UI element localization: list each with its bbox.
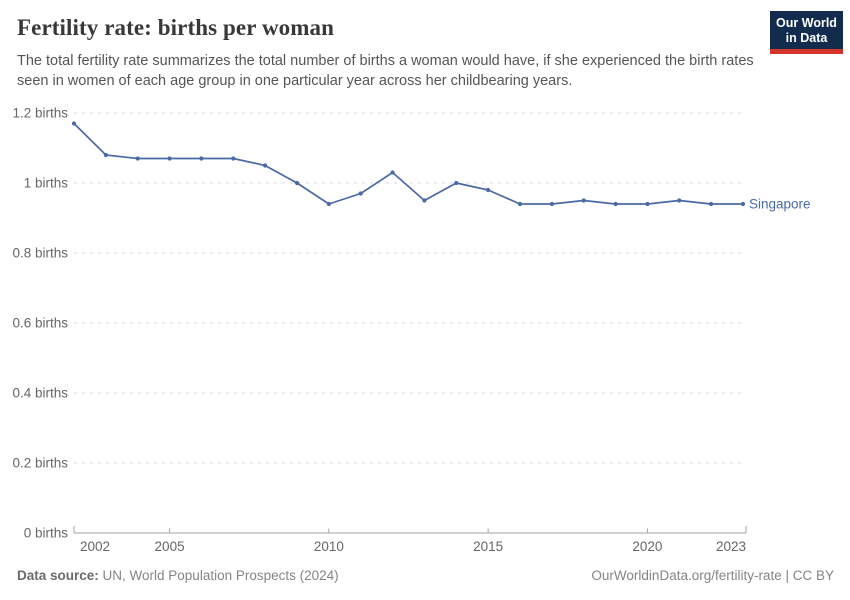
y-tick-label: 0 births (24, 526, 69, 541)
y-tick-label: 0.4 births (12, 386, 68, 401)
series-line (73, 122, 744, 205)
x-tick-label: 2020 (632, 539, 662, 554)
data-point[interactable] (645, 201, 650, 207)
data-point[interactable] (677, 198, 682, 203)
y-tick-label: 1.2 births (12, 106, 68, 121)
data-point[interactable] (71, 121, 77, 126)
data-point[interactable] (613, 201, 618, 207)
data-source-label: Data source: (17, 568, 99, 583)
x-tick-label: 2015 (473, 539, 503, 554)
series-label[interactable]: Singapore (749, 197, 811, 212)
data-point[interactable] (135, 156, 140, 161)
data-point[interactable] (199, 156, 204, 161)
data-point[interactable] (740, 201, 746, 207)
data-point[interactable] (709, 201, 714, 207)
data-point[interactable] (486, 187, 491, 193)
y-tick-label: 0.8 births (12, 246, 68, 261)
owid-logo[interactable]: Our World in Data (770, 11, 843, 54)
data-point[interactable] (517, 201, 523, 207)
data-source-text: Data source: UN, World Population Prospe… (17, 568, 339, 583)
chart-title: Fertility rate: births per woman (17, 15, 335, 40)
data-point[interactable] (390, 170, 395, 175)
data-point[interactable] (263, 163, 268, 168)
x-tick-label: 2023 (716, 539, 746, 554)
owid-logo-line2: in Data (785, 31, 828, 45)
chart-subtitle: The total fertility rate summarizes the … (17, 53, 754, 89)
data-point[interactable] (422, 198, 427, 203)
y-tick-label: 0.6 births (12, 316, 68, 331)
y-tick-label: 1 births (24, 176, 69, 191)
data-point[interactable] (581, 198, 586, 203)
data-point[interactable] (294, 180, 300, 186)
data-point[interactable] (358, 191, 363, 196)
data-point[interactable] (326, 201, 331, 207)
data-point[interactable] (103, 152, 108, 158)
x-tick-label: 2010 (314, 539, 344, 554)
data-point[interactable] (167, 156, 172, 161)
owid-logo-line1: Our World (776, 16, 837, 30)
chart-footer: Data source: UN, World Population Prospe… (17, 568, 834, 583)
x-tick-label: 2002 (80, 539, 110, 554)
owid-citation-link[interactable]: OurWorldinData.org/fertility-rate | CC B… (591, 568, 834, 583)
data-point[interactable] (454, 180, 459, 186)
y-tick-label: 0.2 births (12, 456, 68, 471)
data-point[interactable] (549, 201, 555, 207)
x-tick-label: 2005 (155, 539, 185, 554)
data-point[interactable] (231, 156, 236, 161)
